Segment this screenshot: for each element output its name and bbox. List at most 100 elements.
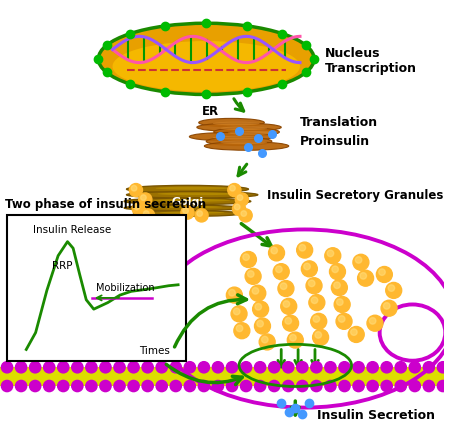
Ellipse shape (152, 206, 223, 208)
Circle shape (381, 381, 392, 392)
Circle shape (331, 280, 347, 295)
Circle shape (86, 361, 97, 373)
Text: Two phase of insulin secretion: Two phase of insulin secretion (5, 198, 206, 211)
Circle shape (252, 288, 259, 294)
Ellipse shape (213, 136, 260, 140)
Circle shape (334, 282, 340, 288)
Circle shape (230, 186, 235, 191)
Text: Mobilization: Mobilization (96, 284, 154, 293)
Circle shape (360, 272, 366, 279)
Circle shape (388, 285, 395, 291)
Circle shape (72, 361, 83, 373)
Circle shape (255, 303, 262, 310)
Circle shape (271, 247, 277, 254)
Ellipse shape (99, 23, 314, 94)
Circle shape (227, 361, 237, 373)
Circle shape (237, 195, 243, 200)
Circle shape (1, 361, 13, 373)
Ellipse shape (204, 142, 289, 150)
Circle shape (233, 308, 240, 315)
Ellipse shape (228, 131, 274, 135)
Ellipse shape (199, 118, 264, 127)
Circle shape (338, 316, 345, 322)
Circle shape (72, 381, 83, 392)
Ellipse shape (112, 41, 300, 92)
Circle shape (283, 361, 294, 373)
Text: ER: ER (201, 105, 219, 118)
Circle shape (311, 361, 322, 373)
Circle shape (142, 209, 155, 222)
Circle shape (395, 381, 406, 392)
Circle shape (184, 381, 195, 392)
Ellipse shape (127, 186, 248, 193)
Circle shape (131, 186, 137, 191)
Circle shape (332, 266, 338, 272)
Circle shape (438, 381, 448, 392)
Circle shape (329, 264, 346, 280)
Circle shape (348, 326, 364, 342)
Circle shape (409, 361, 420, 373)
Circle shape (227, 381, 237, 392)
Circle shape (367, 381, 378, 392)
Circle shape (181, 206, 194, 219)
Circle shape (239, 209, 252, 222)
Circle shape (86, 381, 97, 392)
Circle shape (290, 334, 296, 341)
Circle shape (386, 283, 401, 299)
Circle shape (278, 280, 294, 296)
Circle shape (234, 204, 240, 210)
Circle shape (240, 252, 256, 268)
Circle shape (311, 297, 318, 303)
Ellipse shape (124, 198, 251, 205)
Circle shape (29, 361, 41, 373)
Circle shape (315, 332, 321, 338)
Circle shape (247, 271, 254, 277)
Circle shape (334, 296, 350, 312)
Circle shape (297, 242, 313, 258)
Bar (0, 367, 444, 386)
Circle shape (309, 295, 325, 311)
Text: Insulin Release: Insulin Release (33, 225, 111, 235)
Circle shape (212, 361, 224, 373)
Circle shape (275, 266, 282, 272)
Circle shape (142, 381, 153, 392)
Circle shape (212, 381, 224, 392)
Circle shape (1, 381, 13, 392)
Circle shape (283, 381, 294, 392)
Circle shape (339, 381, 350, 392)
Circle shape (257, 320, 264, 327)
Circle shape (58, 381, 69, 392)
Circle shape (367, 361, 378, 373)
Ellipse shape (154, 199, 230, 202)
Ellipse shape (220, 126, 267, 130)
Circle shape (255, 361, 266, 373)
Circle shape (240, 361, 252, 373)
Circle shape (144, 211, 149, 216)
Circle shape (376, 267, 392, 283)
Circle shape (353, 381, 364, 392)
Circle shape (304, 263, 310, 270)
Circle shape (336, 313, 352, 329)
Circle shape (381, 361, 392, 373)
Circle shape (262, 336, 268, 343)
Text: Insulin Secretory Granules: Insulin Secretory Granules (267, 190, 444, 202)
Circle shape (114, 381, 125, 392)
Circle shape (269, 361, 280, 373)
Circle shape (229, 289, 235, 296)
Circle shape (231, 306, 247, 322)
FancyArrowPatch shape (166, 364, 242, 385)
Circle shape (423, 361, 435, 373)
Circle shape (313, 316, 319, 322)
Circle shape (313, 329, 328, 345)
Circle shape (353, 361, 364, 373)
Circle shape (311, 313, 327, 329)
Circle shape (170, 361, 182, 373)
Circle shape (259, 334, 275, 350)
Circle shape (156, 361, 167, 373)
Circle shape (351, 329, 357, 335)
Text: Golgi: Golgi (172, 197, 203, 207)
Circle shape (58, 361, 69, 373)
Ellipse shape (214, 128, 279, 136)
Circle shape (16, 381, 27, 392)
Text: Nucleus
Transcription: Nucleus Transcription (325, 47, 417, 75)
